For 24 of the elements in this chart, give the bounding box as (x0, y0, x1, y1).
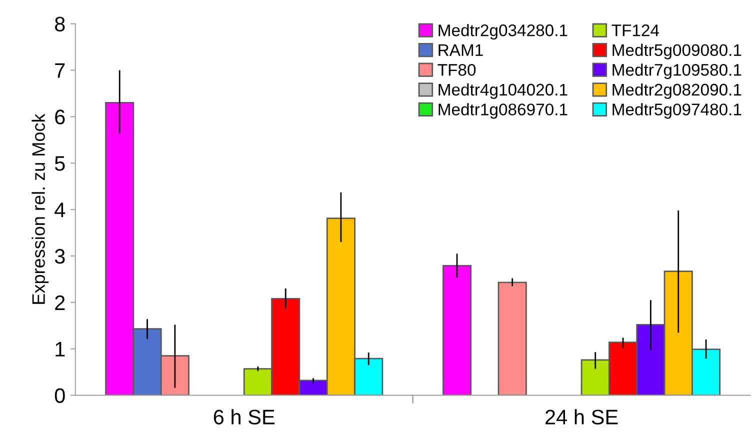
y-tick-label: 6 (55, 110, 65, 124)
x-tick-label: 24 h SE (546, 409, 618, 424)
bar (442, 265, 472, 396)
legend-label: Medtr5g097480.1 (612, 103, 742, 119)
bar (498, 282, 527, 396)
y-tick-label: 8 (54, 16, 65, 32)
y-tick-label: 5 (54, 156, 65, 171)
x-tick-label: 6 h SE (214, 409, 274, 424)
y-tick-label: 7 (55, 63, 65, 78)
y-axis-title: Expression rel. zu Mock (32, 114, 49, 304)
legend-label: TF80 (438, 64, 476, 76)
legend-label: Medtr4g104020.1 (438, 83, 568, 99)
legend-label: RAM1 (438, 44, 483, 56)
legend-label: Medtr5g009080.1 (612, 44, 742, 60)
y-tick-label: 1 (56, 342, 65, 356)
legend-label: TF124 (612, 24, 660, 36)
legend-label: Medtr1g086970.1 (438, 103, 568, 119)
legend-label: Medtr2g082090.1 (612, 83, 742, 99)
y-tick-label: 2 (55, 295, 65, 310)
y-tick-label: 3 (54, 248, 65, 264)
legend-label: Medtr2g034280.1 (438, 24, 568, 40)
y-tick-label: 4 (54, 202, 66, 218)
legend-label: Medtr7g109580.1 (612, 64, 742, 80)
y-tick-label: 0 (54, 388, 65, 404)
